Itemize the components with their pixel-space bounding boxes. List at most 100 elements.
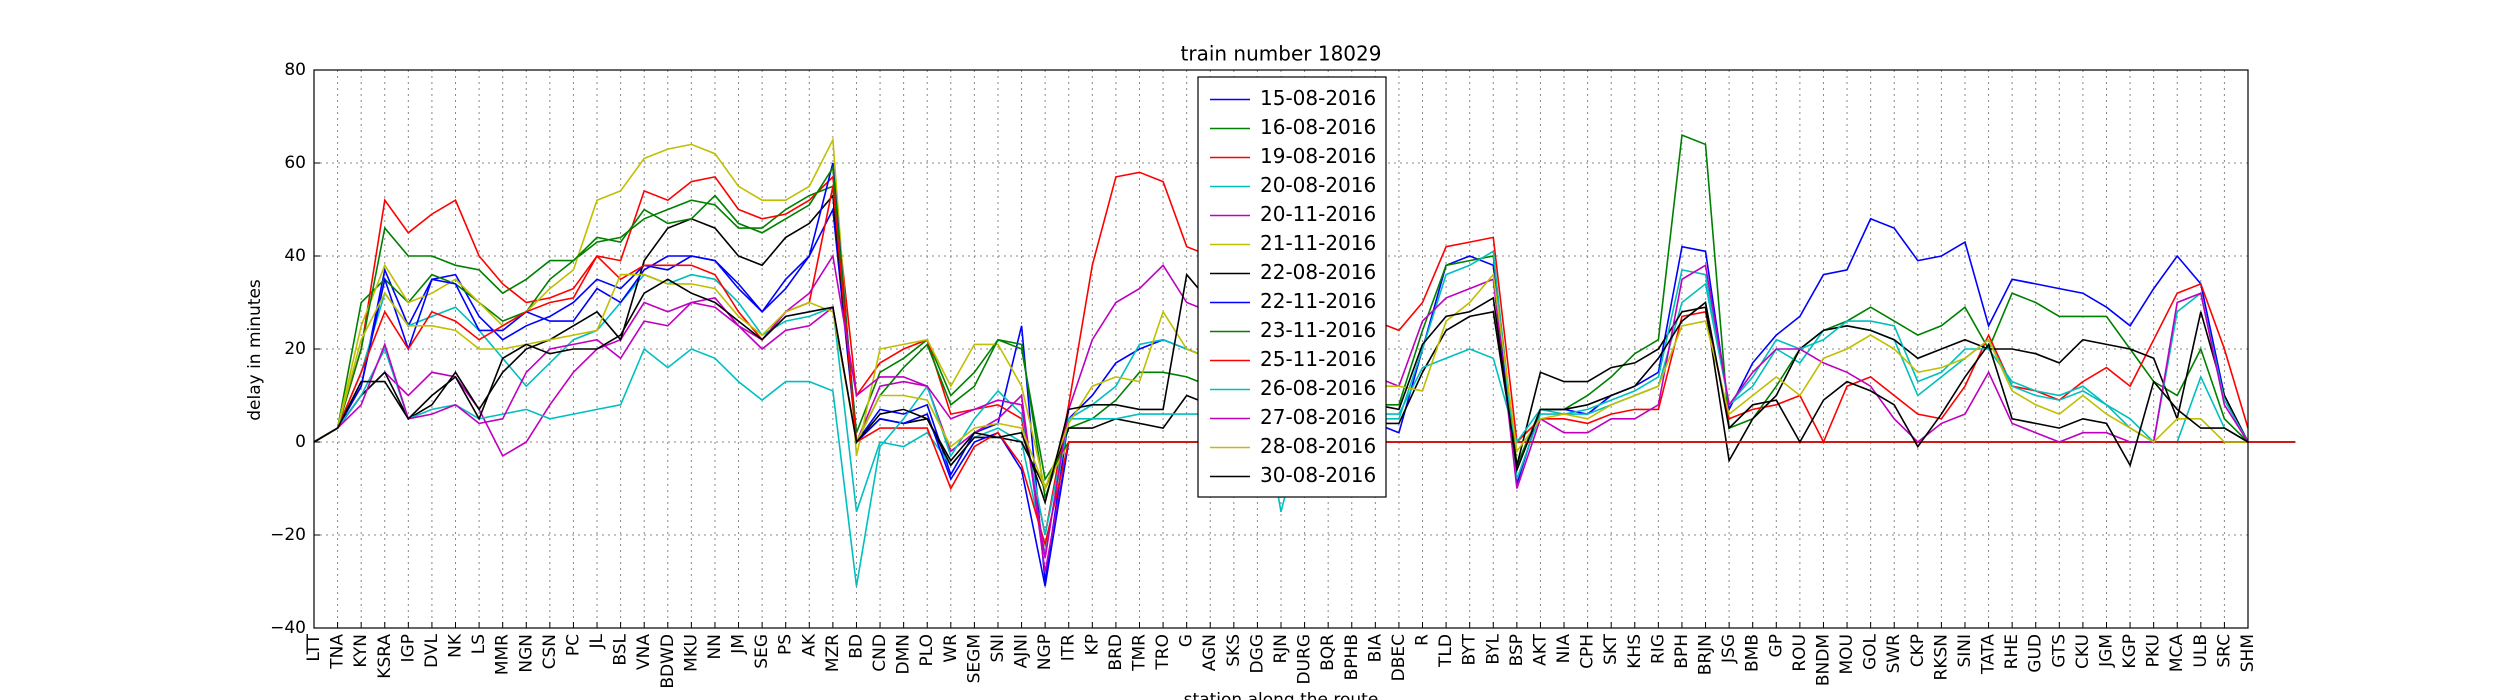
x-tick-label: SEG (752, 634, 772, 669)
x-tick-label: SKT (1601, 633, 1621, 665)
legend-label: 19-08-2016 (1260, 144, 1376, 168)
x-tick-label: BDWD (658, 634, 678, 689)
x-tick-label: KHS (1625, 634, 1645, 669)
x-tick-label: BQR (1318, 634, 1338, 671)
x-tick-label: MKU (681, 634, 701, 672)
x-tick-label: ITR (1059, 634, 1079, 661)
x-tick-label: SEGM (964, 634, 984, 683)
legend-label: 25-11-2016 (1260, 347, 1376, 371)
x-tick-label: JSG (1719, 634, 1739, 664)
x-tick-label: RIG (1648, 634, 1668, 664)
x-tick-label: SKS (1224, 634, 1244, 667)
x-tick-label: LS (469, 634, 489, 654)
legend-label: 26-08-2016 (1260, 376, 1376, 400)
x-tick-label: RHE (2002, 634, 2022, 669)
x-tick-label: PS (776, 634, 796, 655)
x-tick-label: BMB (1743, 634, 1763, 672)
x-tick-label: BRD (1106, 634, 1126, 671)
x-tick-label: BRJN (1696, 634, 1716, 675)
series-line (313, 249, 2249, 554)
legend-label: 30-08-2016 (1260, 463, 1376, 487)
x-tick-label: BD (846, 634, 866, 659)
x-tick-label: BSL (611, 633, 631, 665)
x-tick-label: PLO (917, 634, 937, 667)
y-tick-label: 80 (284, 60, 306, 80)
x-tick-label: GOL (1861, 633, 1881, 670)
x-tick-label: TMR (1129, 634, 1149, 672)
x-tick-label: SWR (1884, 634, 1904, 674)
x-tick-label: BYL (1483, 633, 1503, 664)
x-tick-label: TNA (328, 634, 348, 670)
x-tick-label: G (1177, 634, 1197, 647)
x-tick-label: AKT (1530, 633, 1550, 665)
x-tick-label: LTT (304, 633, 324, 661)
legend-label: 22-08-2016 (1260, 260, 1376, 284)
x-tick-label: PC (563, 634, 583, 656)
x-tick-label: DGG (1247, 634, 1267, 673)
x-tick-label: ROU (1790, 634, 1810, 672)
x-tick-label: BSP (1507, 634, 1527, 666)
legend-box (1197, 76, 1387, 498)
x-tick-label: RJN (1271, 634, 1291, 664)
y-axis-label: delay in minutes (245, 279, 265, 421)
x-tick-label: AJNI (1012, 634, 1032, 668)
x-tick-label: GP (1766, 634, 1786, 657)
x-tick-label: ULB (2191, 634, 2211, 668)
x-tick-label: DMN (894, 634, 914, 674)
x-tick-label: RKSN (1931, 634, 1951, 680)
x-tick-label: DBEC (1389, 634, 1409, 681)
x-tick-label: AK (799, 633, 819, 657)
legend: 15-08-2016 16-08-2016 19-08-2016 20-08-2016… (1197, 76, 1387, 498)
legend-label: 20-11-2016 (1260, 202, 1376, 226)
y-tick-label: 0 (295, 432, 306, 452)
x-tick-label: MOU (1837, 634, 1857, 675)
x-tick-label: GUD (2026, 634, 2046, 673)
x-tick-label: CKP (1908, 634, 1928, 667)
x-tick-label: MCA (2167, 634, 2187, 673)
x-tick-label: SINI (1955, 634, 1975, 668)
x-tick-label: CKU (2073, 634, 2093, 669)
x-tick-label: AGN (1200, 634, 1220, 671)
x-axis-label: station along the route (1184, 690, 1379, 700)
x-tick-label: MMR (493, 634, 513, 675)
x-tick-label: PKU (2144, 634, 2164, 667)
x-tick-label: NIA (1554, 634, 1574, 664)
x-tick-label: JL (587, 633, 607, 649)
x-tick-label: KYN (351, 634, 371, 668)
x-tick-label: CND (870, 634, 890, 672)
x-tick-label: TLD (1436, 634, 1456, 668)
legend-label: 27-08-2016 (1260, 405, 1376, 429)
x-tick-label: WR (941, 634, 961, 663)
x-tick-label: CPH (1578, 634, 1598, 669)
legend-label: 28-08-2016 (1260, 434, 1376, 458)
x-tick-label: VNA (634, 634, 654, 670)
x-tick-label: BYT (1460, 633, 1480, 665)
legend-label: 22-11-2016 (1260, 289, 1376, 313)
x-tick-label: NGN (516, 634, 536, 673)
x-tick-label: DVL (422, 633, 442, 667)
x-tick-label: BPHB (1342, 634, 1362, 680)
x-tick-label: IGP (398, 634, 418, 662)
x-tick-label: KP (1082, 634, 1102, 655)
x-tick-label: DURG (1295, 634, 1315, 685)
x-tick-label: SHM (2238, 634, 2258, 672)
y-tick-label: 40 (284, 246, 306, 266)
x-tick-label: NK (446, 633, 466, 658)
x-tick-label: CSN (540, 634, 560, 669)
x-tick-label: TATA (1979, 634, 1999, 675)
chart-title: train number 18029 (1181, 42, 1382, 66)
x-tick-label: NN (705, 634, 725, 659)
x-tick-label: BIA (1365, 634, 1385, 663)
y-tick-label: 60 (284, 153, 306, 173)
y-tick-label: −20 (270, 525, 306, 545)
legend-label: 15-08-2016 (1260, 86, 1376, 110)
x-tick-label: MZR (823, 634, 843, 672)
legend-label: 20-08-2016 (1260, 173, 1376, 197)
x-tick-label: BPH (1672, 634, 1692, 669)
x-tick-label: R (1413, 634, 1433, 646)
x-tick-label: JM (729, 634, 749, 655)
legend-label: 23-11-2016 (1260, 318, 1376, 342)
x-tick-label: KGP (2120, 634, 2140, 669)
x-tick-label: NGP (1035, 634, 1055, 670)
x-tick-label: TRO (1153, 634, 1173, 671)
